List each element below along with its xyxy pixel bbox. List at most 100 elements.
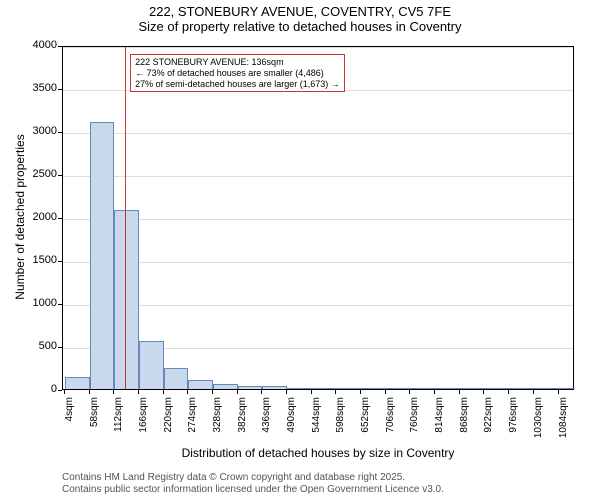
- x-tick-mark: [483, 390, 484, 394]
- x-tick-label: 652sqm: [360, 397, 371, 447]
- y-tick-mark: [58, 390, 62, 391]
- histogram-bar: [361, 388, 386, 389]
- gridline: [63, 219, 573, 220]
- attribution-line-2: Contains public sector information licen…: [62, 484, 444, 496]
- x-tick-label: 328sqm: [212, 397, 223, 447]
- x-tick-mark: [533, 390, 534, 394]
- x-tick-label: 1084sqm: [558, 397, 569, 447]
- x-tick-label: 976sqm: [508, 397, 519, 447]
- x-tick-label: 1030sqm: [533, 397, 544, 447]
- y-tick-mark: [58, 46, 62, 47]
- x-tick-mark: [261, 390, 262, 394]
- gridline: [63, 176, 573, 177]
- marker-annotation: 222 STONEBURY AVENUE: 136sqm ← 73% of de…: [130, 54, 345, 92]
- y-tick-mark: [58, 89, 62, 90]
- x-tick-mark: [163, 390, 164, 394]
- histogram-bar: [114, 210, 139, 389]
- x-tick-mark: [187, 390, 188, 394]
- gridline: [63, 133, 573, 134]
- x-tick-mark: [508, 390, 509, 394]
- x-tick-mark: [64, 390, 65, 394]
- x-tick-mark: [459, 390, 460, 394]
- x-tick-mark: [558, 390, 559, 394]
- x-tick-label: 4sqm: [64, 397, 75, 447]
- histogram-bar: [509, 388, 534, 389]
- x-tick-mark: [212, 390, 213, 394]
- histogram-bar: [139, 341, 164, 389]
- x-tick-mark: [360, 390, 361, 394]
- x-tick-mark: [311, 390, 312, 394]
- histogram-bar: [460, 388, 485, 389]
- x-tick-label: 436sqm: [261, 397, 272, 447]
- y-axis-label: Number of detached properties: [13, 127, 27, 307]
- histogram-bar: [65, 377, 90, 389]
- y-tick-mark: [58, 132, 62, 133]
- histogram-bar: [287, 388, 312, 389]
- histogram-bar: [336, 388, 361, 389]
- y-tick-label: 500: [39, 340, 57, 352]
- x-tick-mark: [89, 390, 90, 394]
- x-tick-label: 58sqm: [89, 397, 100, 447]
- y-tick-mark: [58, 261, 62, 262]
- page-subtitle: Size of property relative to detached ho…: [0, 19, 600, 34]
- x-tick-label: 274sqm: [187, 397, 198, 447]
- x-tick-label: 166sqm: [138, 397, 149, 447]
- gridline: [63, 47, 573, 48]
- histogram-bar: [534, 388, 559, 389]
- y-tick-label: 0: [51, 383, 57, 395]
- annotation-line-3: 27% of semi-detached houses are larger (…: [135, 79, 340, 90]
- x-tick-label: 922sqm: [483, 397, 494, 447]
- y-tick-label: 2500: [33, 168, 57, 180]
- x-tick-label: 490sqm: [286, 397, 297, 447]
- histogram-bar: [312, 388, 337, 389]
- x-tick-mark: [409, 390, 410, 394]
- x-tick-mark: [385, 390, 386, 394]
- x-tick-label: 814sqm: [434, 397, 445, 447]
- x-tick-mark: [286, 390, 287, 394]
- x-tick-mark: [138, 390, 139, 394]
- y-tick-label: 2000: [33, 211, 57, 223]
- y-tick-mark: [58, 218, 62, 219]
- x-tick-mark: [113, 390, 114, 394]
- x-tick-mark: [237, 390, 238, 394]
- histogram-bar: [213, 384, 238, 389]
- x-axis-label: Distribution of detached houses by size …: [168, 446, 468, 460]
- gridline: [63, 305, 573, 306]
- gridline: [63, 262, 573, 263]
- y-tick-label: 4000: [33, 39, 57, 51]
- histogram-bar: [262, 386, 287, 389]
- y-tick-mark: [58, 304, 62, 305]
- y-tick-label: 1000: [33, 297, 57, 309]
- page-title: 222, STONEBURY AVENUE, COVENTRY, CV5 7FE: [0, 4, 600, 19]
- x-tick-label: 544sqm: [311, 397, 322, 447]
- x-tick-label: 382sqm: [237, 397, 248, 447]
- histogram-bar: [484, 388, 509, 389]
- x-tick-label: 706sqm: [385, 397, 396, 447]
- x-tick-label: 112sqm: [113, 397, 124, 447]
- histogram-bar: [90, 122, 115, 389]
- y-tick-mark: [58, 347, 62, 348]
- x-tick-mark: [335, 390, 336, 394]
- histogram-plot: [62, 46, 574, 390]
- histogram-bar: [559, 388, 575, 389]
- histogram-bar: [410, 388, 435, 389]
- histogram-bar: [164, 368, 189, 390]
- y-tick-mark: [58, 175, 62, 176]
- marker-line: [125, 47, 126, 389]
- histogram-bar: [238, 386, 263, 389]
- x-tick-mark: [434, 390, 435, 394]
- histogram-bar: [386, 388, 411, 389]
- attribution-line-1: Contains HM Land Registry data © Crown c…: [62, 472, 444, 484]
- x-tick-label: 220sqm: [163, 397, 174, 447]
- x-tick-label: 868sqm: [459, 397, 470, 447]
- y-tick-label: 3000: [33, 125, 57, 137]
- annotation-line-2: ← 73% of detached houses are smaller (4,…: [135, 68, 340, 79]
- histogram-bar: [435, 388, 460, 389]
- y-tick-label: 3500: [33, 82, 57, 94]
- attribution-text: Contains HM Land Registry data © Crown c…: [62, 472, 444, 496]
- x-tick-label: 760sqm: [409, 397, 420, 447]
- y-tick-label: 1500: [33, 254, 57, 266]
- annotation-line-1: 222 STONEBURY AVENUE: 136sqm: [135, 57, 340, 68]
- histogram-bar: [188, 380, 213, 389]
- x-tick-label: 598sqm: [335, 397, 346, 447]
